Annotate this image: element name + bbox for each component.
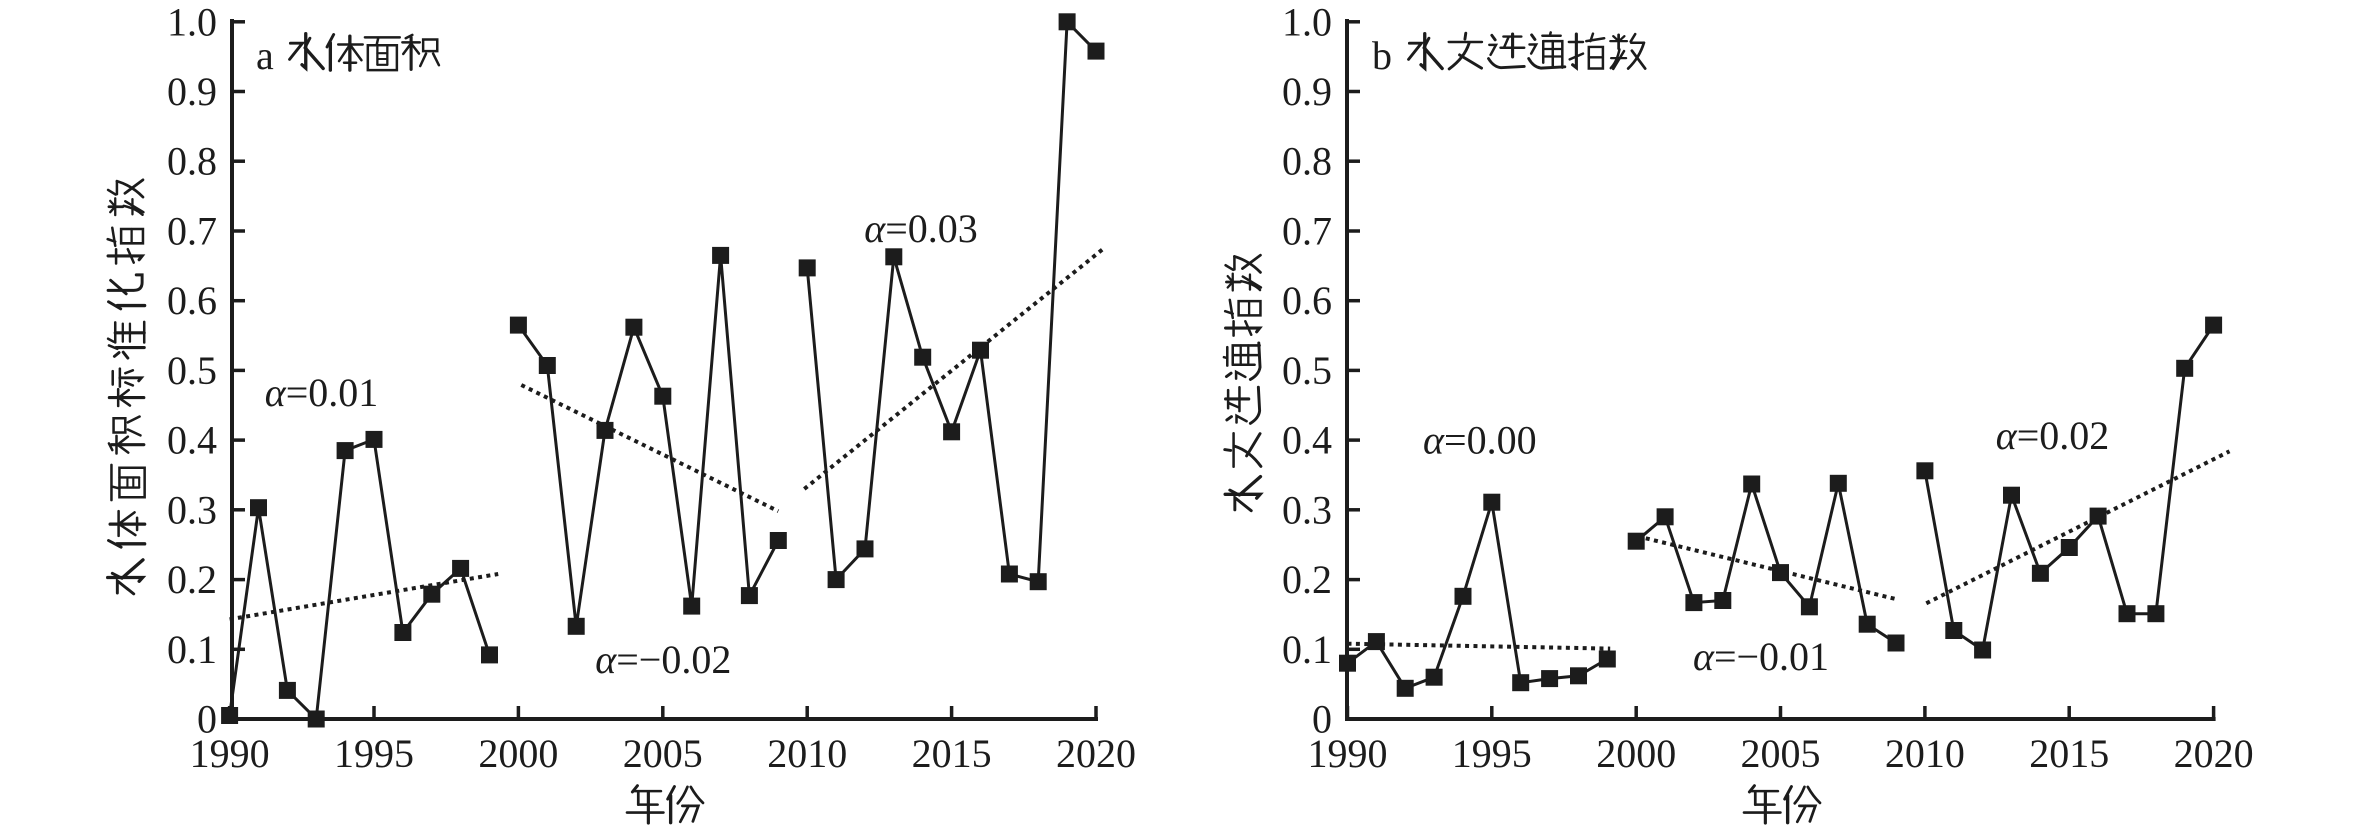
svg-text:0.1: 0.1 [1282,627,1332,672]
svg-text:0.8: 0.8 [167,139,217,184]
svg-text:0.5: 0.5 [1282,348,1332,393]
svg-text:2020: 2020 [1056,731,1136,776]
svg-text:0.7: 0.7 [167,209,217,254]
svg-text:0.2: 0.2 [1282,557,1332,602]
svg-text:1.0: 1.0 [167,0,217,44]
svg-text:α=−0.01: α=−0.01 [1693,634,1829,679]
svg-text:α=0.03: α=0.03 [864,206,978,251]
svg-text:α=−0.02: α=−0.02 [595,637,731,682]
svg-text:2015: 2015 [2029,731,2109,776]
svg-text:1990: 1990 [1308,731,1388,776]
svg-text:0: 0 [197,697,217,742]
svg-text:1995: 1995 [1452,731,1532,776]
svg-text:0.2: 0.2 [167,557,217,602]
svg-text:2010: 2010 [767,731,847,776]
svg-text:2020: 2020 [2174,731,2254,776]
svg-text:α=0.01: α=0.01 [265,370,379,415]
svg-text:2005: 2005 [1741,731,1821,776]
svg-text:b: b [1372,33,1392,78]
svg-text:1.0: 1.0 [1282,0,1332,44]
svg-text:0.1: 0.1 [167,627,217,672]
svg-text:2015: 2015 [912,731,992,776]
svg-text:0.8: 0.8 [1282,139,1332,184]
svg-text:α=0.00: α=0.00 [1423,418,1537,463]
svg-text:0.7: 0.7 [1282,209,1332,254]
svg-text:2000: 2000 [478,731,558,776]
svg-text:0.4: 0.4 [167,418,217,463]
svg-text:1990: 1990 [190,731,270,776]
svg-text:1995: 1995 [334,731,414,776]
svg-text:0.3: 0.3 [167,487,217,532]
svg-text:2005: 2005 [623,731,703,776]
svg-text:0.9: 0.9 [167,69,217,114]
svg-text:0.3: 0.3 [1282,487,1332,532]
svg-text:a: a [256,33,274,78]
svg-text:2010: 2010 [1885,731,1965,776]
svg-text:0.5: 0.5 [167,348,217,393]
svg-text:0.6: 0.6 [1282,278,1332,323]
svg-text:0: 0 [1312,697,1332,742]
svg-text:0.9: 0.9 [1282,69,1332,114]
svg-text:0.6: 0.6 [167,278,217,323]
svg-text:α=0.02: α=0.02 [1996,413,2110,458]
svg-text:2000: 2000 [1596,731,1676,776]
svg-text:0.4: 0.4 [1282,418,1332,463]
